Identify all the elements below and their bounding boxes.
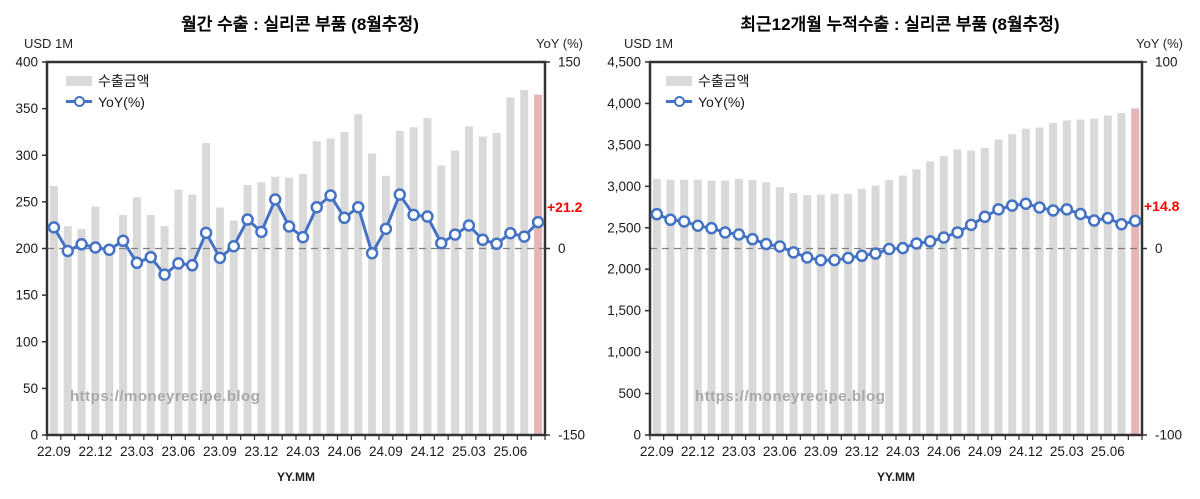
svg-text:350: 350 [15, 101, 38, 116]
cumulative-export-plot: 4,500 4,000 3,500 3,000 2,500 2,000 1,500 1,000… [607, 55, 1182, 460]
marker-dot-icon [674, 96, 685, 107]
bars-series [49, 89, 543, 436]
right-axis-ticks: 100 0 -100 [1142, 55, 1182, 443]
svg-text:3,000: 3,000 [607, 179, 641, 194]
svg-text:22.12: 22.12 [681, 444, 715, 459]
svg-text:200: 200 [15, 241, 38, 256]
svg-text:100: 100 [1155, 55, 1178, 70]
svg-text:24.12: 24.12 [411, 444, 445, 459]
svg-text:500: 500 [618, 386, 641, 401]
legend-label: YoY(%) [98, 93, 145, 110]
plot-frame [648, 60, 1144, 437]
svg-text:24.09: 24.09 [369, 444, 403, 459]
right-axis-ticks: 150 0 -150 [545, 55, 585, 443]
svg-text:23.12: 23.12 [845, 444, 879, 459]
right-axis-unit: YoY (%) [1136, 36, 1183, 51]
svg-text:23.09: 23.09 [203, 444, 237, 459]
svg-text:300: 300 [15, 148, 38, 163]
svg-text:100: 100 [15, 334, 38, 349]
x-axis-title: YY.MM [876, 470, 915, 484]
legend-item-bar: 수출금액 [666, 72, 750, 89]
svg-text:24.12: 24.12 [1009, 444, 1043, 459]
legend-label: YoY(%) [698, 93, 745, 110]
marker-dot-icon [74, 96, 85, 107]
svg-text:0: 0 [633, 428, 641, 443]
latest-yoy-annotation: +14.8 [1144, 198, 1180, 214]
svg-text:24.06: 24.06 [328, 444, 362, 459]
svg-text:4,000: 4,000 [607, 96, 641, 111]
svg-text:25.06: 25.06 [1091, 444, 1125, 459]
x-axis-labels: 22.09 22.12 23.03 23.06 23.09 23.12 24.03 24.06… [640, 444, 1125, 459]
plot-frame [45, 60, 547, 437]
svg-text:2,000: 2,000 [607, 262, 641, 277]
svg-text:3,500: 3,500 [607, 137, 641, 152]
latest-yoy-annotation: +21.2 [547, 199, 583, 215]
cumulative-export-chart: 최근12개월 누적수출 : 실리콘 부품 (8월추정) USD 1M YoY (… [600, 0, 1200, 499]
svg-text:22.12: 22.12 [79, 444, 113, 459]
watermark: https://moneyrecipe.blog [695, 388, 886, 405]
bars-series [652, 108, 1140, 436]
legend-item-line: YoY(%) [666, 93, 750, 110]
svg-text:0: 0 [1155, 241, 1163, 256]
svg-text:1,000: 1,000 [607, 345, 641, 360]
watermark: https://moneyrecipe.blog [70, 388, 261, 405]
svg-text:22.09: 22.09 [640, 444, 674, 459]
x-axis-title: YY.MM [276, 470, 315, 484]
yoy-line-series [650, 197, 1142, 267]
svg-text:-100: -100 [1155, 428, 1182, 443]
line-swatch-icon [666, 96, 692, 107]
legend: 수출금액 YoY(%) [66, 72, 150, 114]
svg-text:24.06: 24.06 [927, 444, 961, 459]
chart-title: 최근12개월 누적수출 : 실리콘 부품 (8월추정) [740, 15, 1060, 34]
svg-text:400: 400 [15, 55, 38, 70]
yoy-line-series [47, 188, 545, 281]
svg-text:24.03: 24.03 [886, 444, 920, 459]
svg-text:23.03: 23.03 [120, 444, 154, 459]
legend-item-bar: 수출금액 [66, 72, 150, 89]
bar-swatch-icon [66, 75, 92, 86]
left-axis-ticks: 400 350 300 250 200 150 100 50 0 [15, 55, 47, 443]
svg-text:24.09: 24.09 [968, 444, 1002, 459]
svg-text:150: 150 [558, 55, 581, 70]
svg-text:25.03: 25.03 [1050, 444, 1084, 459]
svg-text:50: 50 [23, 381, 38, 396]
svg-text:2,500: 2,500 [607, 220, 641, 235]
svg-text:23.09: 23.09 [804, 444, 838, 459]
svg-text:250: 250 [15, 194, 38, 209]
left-axis-unit: USD 1M [624, 36, 674, 51]
svg-text:25.06: 25.06 [494, 444, 528, 459]
svg-text:1,500: 1,500 [607, 303, 641, 318]
bar-swatch-icon [666, 75, 692, 86]
svg-text:150: 150 [15, 288, 38, 303]
right-axis-unit: YoY (%) [536, 36, 583, 51]
x-axis-labels: 22.09 22.12 23.03 23.06 23.09 23.12 24.03 24.06… [37, 444, 527, 459]
left-axis-unit: USD 1M [24, 36, 74, 51]
svg-text:23.12: 23.12 [245, 444, 279, 459]
svg-text:23.06: 23.06 [763, 444, 797, 459]
legend-item-line: YoY(%) [66, 93, 150, 110]
svg-text:23.03: 23.03 [722, 444, 756, 459]
svg-text:0: 0 [558, 241, 566, 256]
svg-text:23.06: 23.06 [162, 444, 196, 459]
legend-label: 수출금액 [698, 72, 750, 89]
monthly-export-chart: 월간 수출 : 실리콘 부품 (8월추정) USD 1M YoY (%) 400… [15, 15, 585, 484]
left-axis-ticks: 4,500 4,000 3,500 3,000 2,500 2,000 1,500 1,000… [607, 55, 650, 443]
svg-text:24.03: 24.03 [286, 444, 320, 459]
legend-label: 수출금액 [98, 72, 150, 89]
svg-text:4,500: 4,500 [607, 55, 641, 70]
svg-text:22.09: 22.09 [37, 444, 71, 459]
line-swatch-icon [66, 96, 92, 107]
svg-text:25.03: 25.03 [452, 444, 486, 459]
legend: 수출금액 YoY(%) [666, 72, 750, 114]
svg-text:0: 0 [30, 428, 38, 443]
svg-text:-150: -150 [558, 428, 585, 443]
chart-title: 월간 수출 : 실리콘 부품 (8월추정) [181, 15, 419, 34]
